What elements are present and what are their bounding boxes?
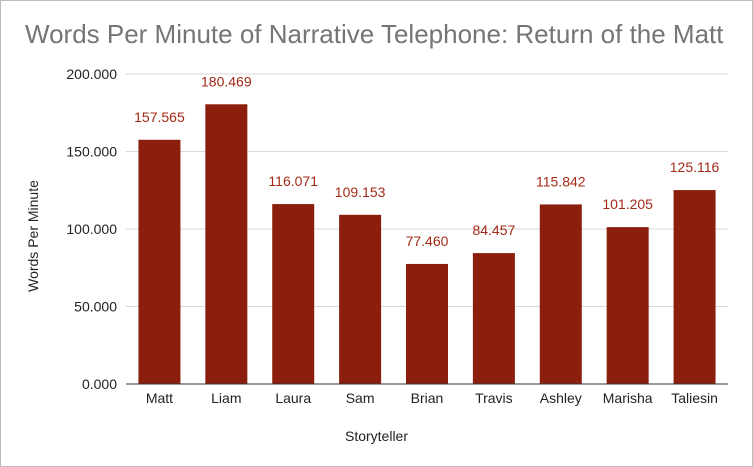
- y-tick-label: 100.000: [66, 221, 117, 237]
- chart-title: Words Per Minute of Narrative Telephone:…: [25, 19, 724, 49]
- bar-data-label: 125.116: [670, 159, 720, 175]
- y-axis-title: Words Per Minute: [25, 180, 41, 292]
- x-axis-title: Storyteller: [344, 428, 409, 444]
- x-tick-label: Laura: [275, 390, 311, 406]
- y-tick-label: 50.000: [74, 299, 117, 315]
- bar-data-label: 77.460: [406, 233, 449, 249]
- bar: [472, 253, 515, 384]
- x-tick-label: Taliesin: [671, 390, 718, 406]
- bar: [606, 227, 649, 384]
- bar: [339, 214, 382, 384]
- bar: [138, 139, 181, 384]
- bar-data-label: 157.565: [134, 109, 185, 125]
- x-tick-label: Marisha: [603, 390, 653, 406]
- bar-data-label: 84.457: [472, 222, 515, 238]
- bar-data-label: 180.469: [201, 73, 252, 89]
- y-tick-label: 150.000: [66, 144, 117, 160]
- bar: [673, 190, 716, 384]
- bar: [406, 263, 448, 384]
- x-tick-label: Sam: [346, 390, 375, 406]
- bar: [205, 104, 248, 385]
- bar: [539, 204, 582, 384]
- y-tick-label: 0.000: [82, 376, 117, 392]
- bar: [272, 204, 315, 384]
- x-tick-label: Brian: [411, 390, 444, 406]
- bar-data-label: 109.153: [335, 184, 386, 200]
- bar-data-label: 116.071: [268, 173, 318, 189]
- y-tick-label: 200.000: [66, 66, 117, 82]
- x-tick-label: Travis: [475, 390, 513, 406]
- x-tick-label: Matt: [146, 390, 173, 406]
- bar-data-label: 115.842: [536, 173, 586, 189]
- x-tick-label: Ashley: [540, 390, 582, 406]
- bar-data-label: 101.205: [602, 196, 653, 212]
- x-tick-label: Liam: [211, 390, 241, 406]
